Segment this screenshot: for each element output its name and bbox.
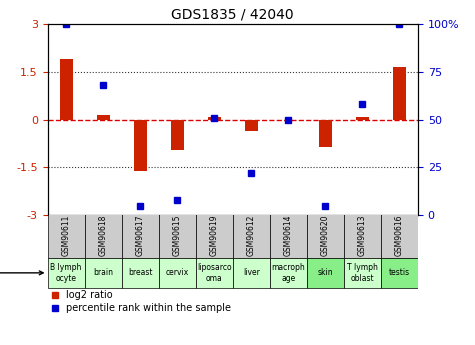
Bar [233, 213, 270, 258]
Text: percentile rank within the sample: percentile rank within the sample [66, 304, 231, 314]
Text: skin: skin [318, 268, 333, 277]
Text: testis: testis [389, 268, 410, 277]
Title: GDS1835 / 42040: GDS1835 / 42040 [171, 8, 294, 22]
Bar [196, 258, 233, 288]
Text: GSM90617: GSM90617 [136, 215, 144, 256]
Text: GSM90611: GSM90611 [62, 215, 70, 256]
Text: liposarco
oma: liposarco oma [197, 263, 231, 283]
Bar [270, 213, 307, 258]
Bar [393, 67, 406, 120]
Bar [122, 213, 159, 258]
Bar [159, 258, 196, 288]
Text: liver: liver [243, 268, 260, 277]
Text: T lymph
oblast: T lymph oblast [347, 263, 378, 283]
Text: GSM90616: GSM90616 [395, 215, 404, 256]
Text: GSM90618: GSM90618 [99, 215, 107, 256]
Bar [196, 213, 233, 258]
Bar [171, 120, 184, 150]
Text: macroph
age: macroph age [271, 263, 305, 283]
Bar [48, 213, 85, 258]
Text: GSM90620: GSM90620 [321, 215, 330, 256]
Bar [344, 213, 381, 258]
Bar [356, 117, 369, 120]
Bar [159, 213, 196, 258]
Text: GSM90613: GSM90613 [358, 215, 367, 256]
Bar [85, 258, 122, 288]
Bar [48, 258, 85, 288]
Bar [85, 213, 122, 258]
Bar [319, 120, 332, 147]
Bar [245, 120, 258, 131]
Bar [122, 258, 159, 288]
Text: brain: brain [93, 268, 113, 277]
Text: breast: breast [128, 268, 152, 277]
Bar [208, 117, 221, 120]
Text: cell line: cell line [0, 268, 43, 278]
Bar [381, 258, 418, 288]
Bar [59, 59, 73, 120]
Text: GSM90615: GSM90615 [173, 215, 181, 256]
Text: cervix: cervix [166, 268, 189, 277]
Bar [307, 213, 344, 258]
Text: B lymph
ocyte: B lymph ocyte [50, 263, 82, 283]
Text: log2 ratio: log2 ratio [66, 290, 113, 300]
Bar [96, 115, 110, 120]
Bar [270, 258, 307, 288]
Bar [381, 213, 418, 258]
Text: GSM90612: GSM90612 [247, 215, 256, 256]
Bar [307, 258, 344, 288]
Text: GSM90614: GSM90614 [284, 215, 293, 256]
Bar [233, 258, 270, 288]
Bar [344, 258, 381, 288]
Bar [133, 120, 147, 171]
Text: GSM90619: GSM90619 [210, 215, 218, 256]
